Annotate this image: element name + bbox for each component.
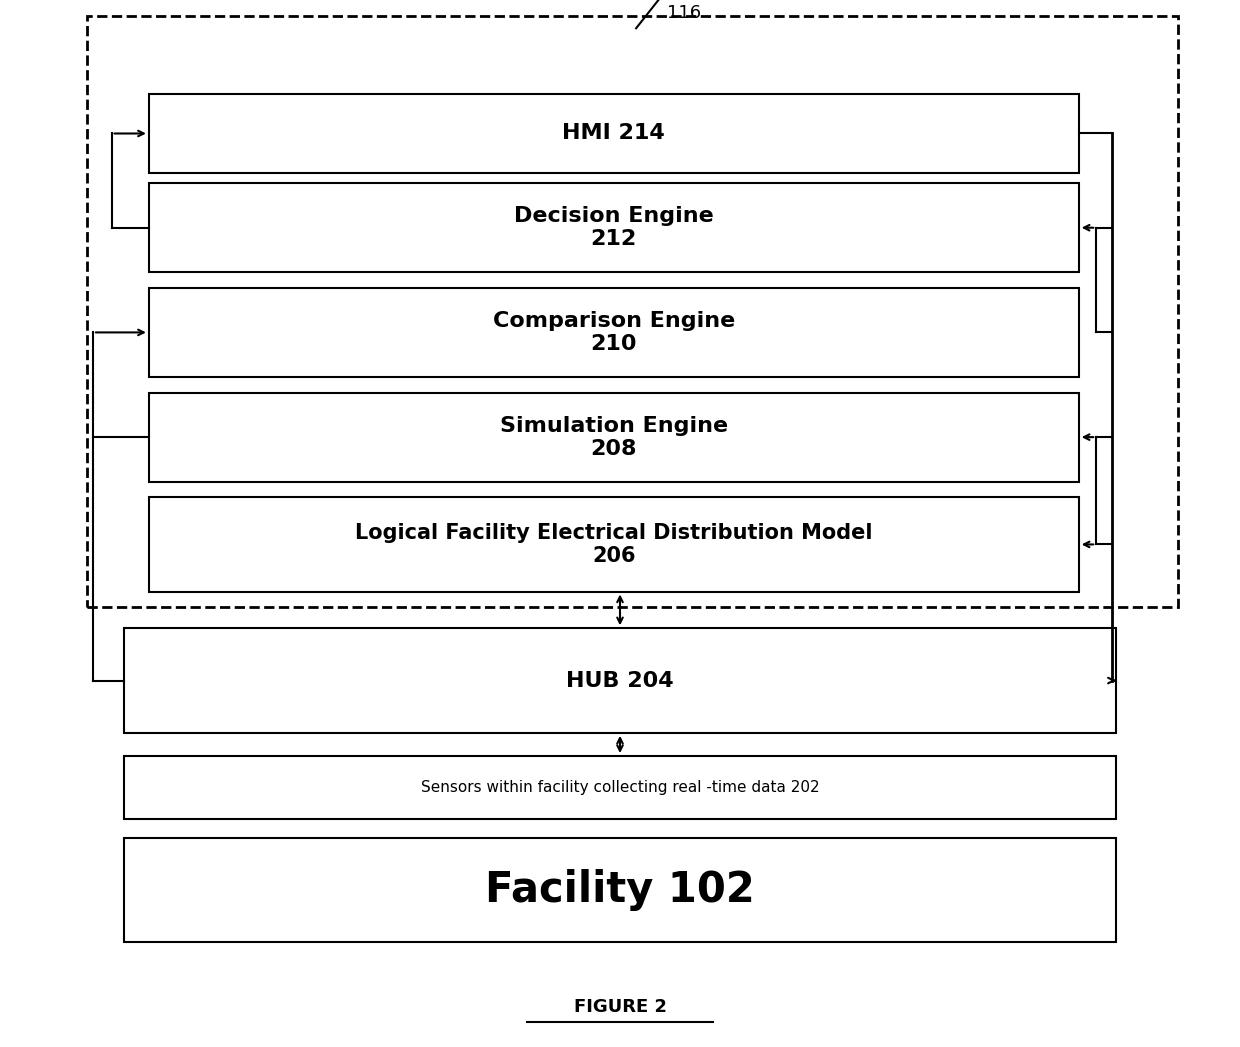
FancyBboxPatch shape: [149, 393, 1079, 482]
FancyBboxPatch shape: [149, 497, 1079, 592]
Text: FIGURE 2: FIGURE 2: [573, 998, 667, 1017]
FancyBboxPatch shape: [149, 183, 1079, 272]
Text: Logical Facility Electrical Distribution Model
206: Logical Facility Electrical Distribution…: [355, 522, 873, 566]
Text: 116: 116: [667, 3, 702, 22]
Text: Decision Engine
212: Decision Engine 212: [513, 206, 714, 249]
Text: HUB 204: HUB 204: [567, 670, 673, 691]
FancyBboxPatch shape: [124, 838, 1116, 942]
Text: Sensors within facility collecting real -time data 202: Sensors within facility collecting real …: [420, 780, 820, 795]
Text: Comparison Engine
210: Comparison Engine 210: [492, 311, 735, 354]
Text: HMI 214: HMI 214: [563, 124, 665, 143]
Text: Simulation Engine
208: Simulation Engine 208: [500, 416, 728, 459]
FancyBboxPatch shape: [124, 628, 1116, 733]
FancyBboxPatch shape: [149, 288, 1079, 377]
FancyBboxPatch shape: [124, 756, 1116, 819]
FancyBboxPatch shape: [149, 94, 1079, 173]
Text: Facility 102: Facility 102: [485, 869, 755, 911]
